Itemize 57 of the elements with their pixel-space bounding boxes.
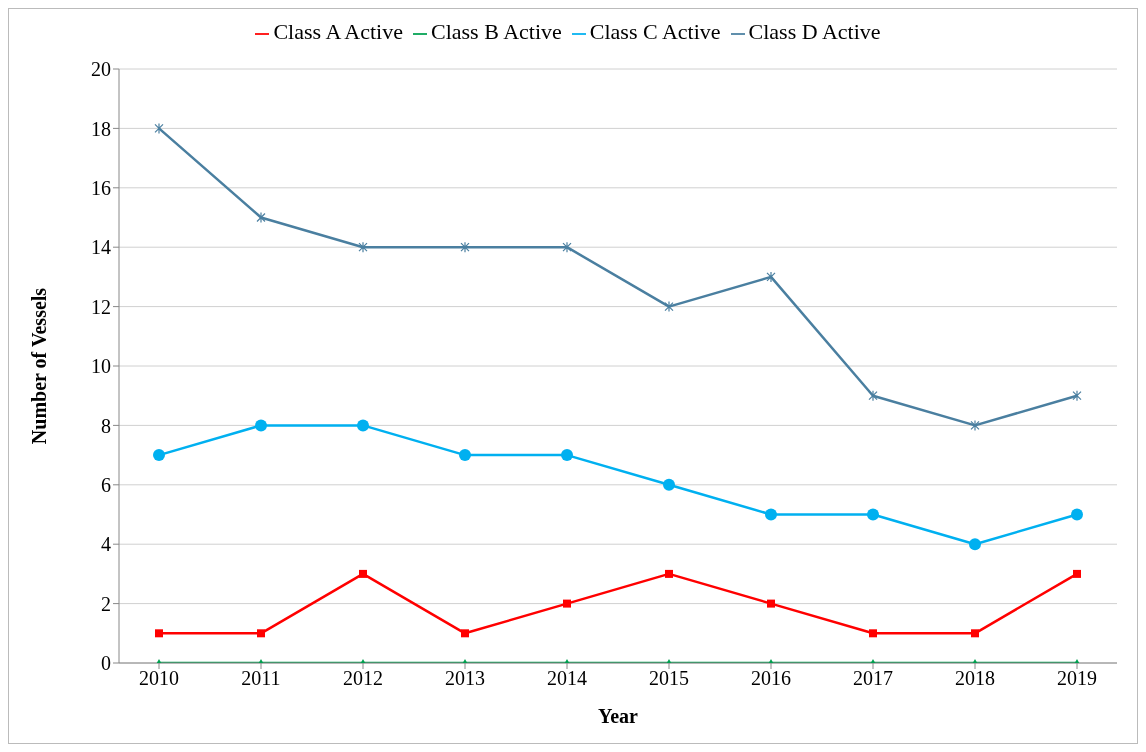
point	[155, 629, 163, 638]
point	[767, 599, 775, 608]
point	[1071, 508, 1083, 521]
y-tick-label: 8	[101, 414, 111, 437]
point	[868, 390, 878, 402]
x-tick-label: 2013	[445, 667, 485, 690]
legend-label: Class C Active	[589, 19, 721, 44]
y-tick-label: 10	[91, 355, 111, 378]
point	[969, 538, 981, 551]
point	[357, 419, 369, 432]
y-tick-label: 18	[91, 117, 111, 140]
point	[461, 629, 469, 638]
y-axis-title: Number of Vessels	[28, 287, 51, 445]
point	[766, 271, 776, 283]
legend-label: Class B Active	[431, 19, 562, 44]
point	[869, 629, 877, 638]
point	[765, 508, 777, 521]
x-tick-label: 2016	[751, 667, 791, 690]
point	[562, 241, 572, 253]
point	[359, 569, 367, 578]
x-tick-label: 2014	[547, 667, 587, 690]
y-tick-label: 2	[101, 592, 111, 615]
y-tick-label: 6	[101, 473, 111, 496]
point	[867, 508, 879, 521]
point	[459, 449, 471, 462]
point	[561, 449, 573, 462]
legend-label: Class A Active	[273, 19, 403, 44]
point	[1072, 390, 1082, 402]
y-tick-label: 0	[101, 652, 111, 675]
x-tick-label: 2012	[343, 667, 383, 690]
point	[255, 419, 267, 432]
y-tick-label: 20	[91, 58, 111, 81]
point	[256, 211, 266, 224]
x-tick-label: 2010	[139, 667, 179, 690]
x-tick-label: 2015	[649, 667, 689, 690]
point	[154, 122, 164, 134]
y-tick-label: 14	[91, 236, 111, 259]
y-tick-label: 16	[91, 176, 111, 199]
y-tick-label: 4	[101, 533, 111, 556]
x-tick-label: 2011	[241, 667, 281, 690]
point	[970, 419, 980, 431]
x-tick-label: 2017	[853, 667, 893, 690]
legend-label: Class D Active	[748, 19, 881, 44]
point	[971, 629, 979, 638]
point	[358, 241, 368, 253]
x-tick-label: 2019	[1057, 667, 1097, 690]
point	[664, 301, 674, 313]
point	[257, 629, 265, 638]
y-tick-label: 12	[91, 295, 111, 318]
x-axis-title: Year	[598, 705, 639, 727]
x-tick-label: 2018	[955, 667, 995, 690]
point	[663, 478, 675, 491]
point	[1073, 569, 1081, 578]
point	[460, 241, 470, 253]
point	[153, 449, 165, 462]
point	[665, 569, 673, 578]
point	[563, 599, 571, 608]
